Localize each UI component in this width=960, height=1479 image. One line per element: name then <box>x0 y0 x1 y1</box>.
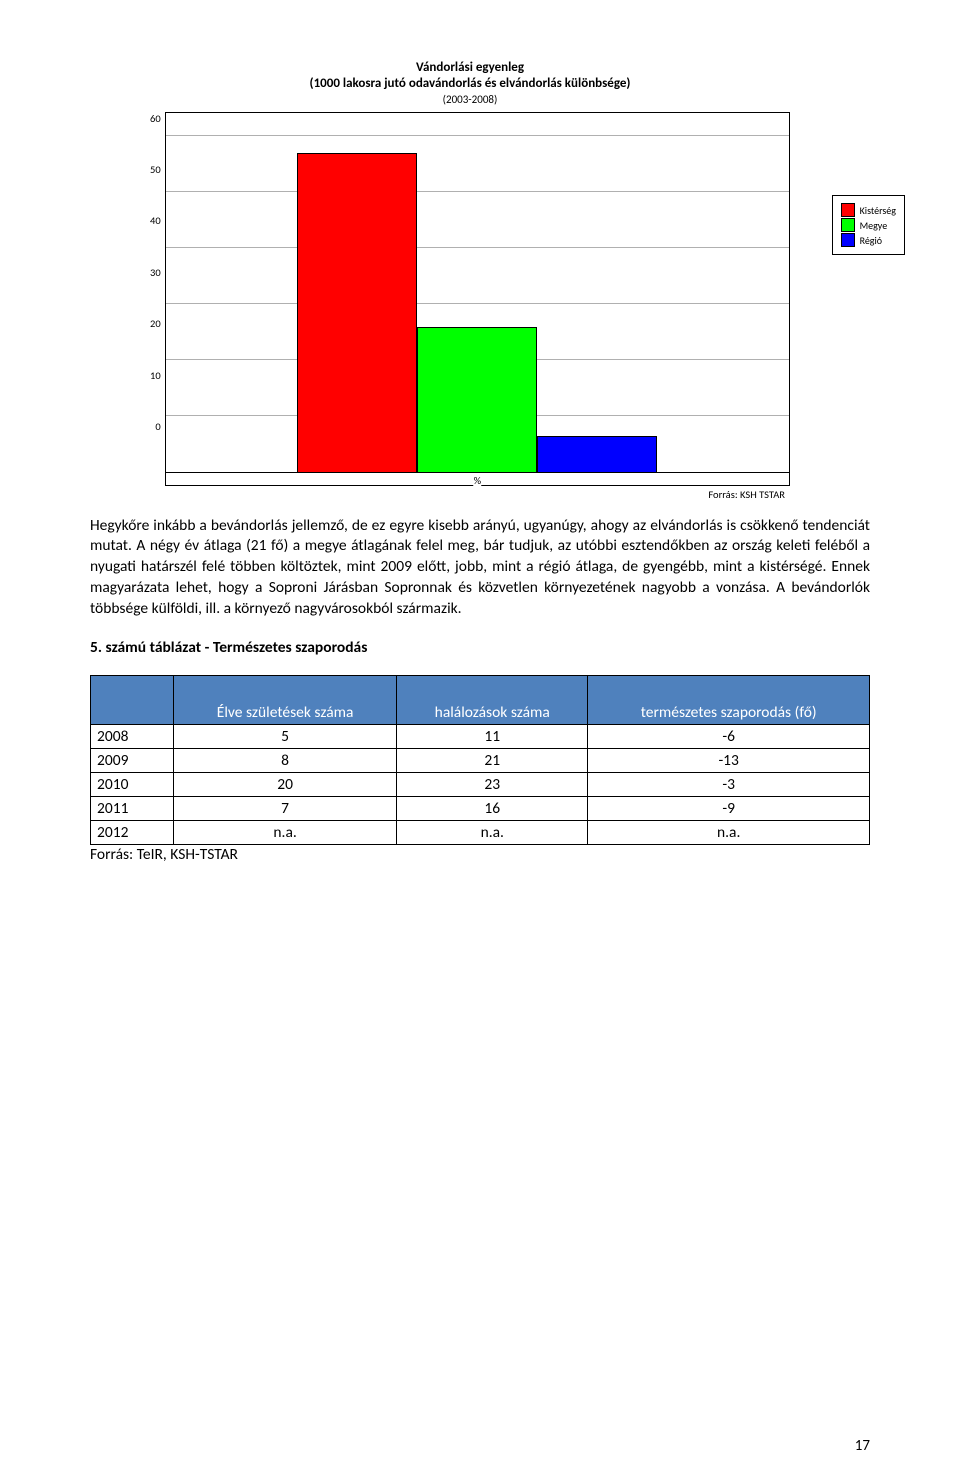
bars-group <box>166 125 789 473</box>
table-cell-value: -6 <box>588 725 870 749</box>
y-tick: 10 <box>150 369 161 382</box>
legend-item: Kistérség <box>841 203 896 217</box>
chart-area: 60 50 40 30 20 10 0 % Forrás: KSH TSTAR <box>150 112 790 486</box>
legend-label: Régió <box>860 234 883 247</box>
bar-megye <box>417 327 537 473</box>
chart-subtitle: (2003-2008) <box>150 93 790 106</box>
y-tick: 30 <box>150 266 161 279</box>
bar-régió <box>537 436 657 472</box>
table-row: 20102023-3 <box>91 773 870 797</box>
page-number: 17 <box>855 1437 870 1455</box>
table-cell-value: n.a. <box>588 821 870 845</box>
table-row: 2008511-6 <box>91 725 870 749</box>
chart-title-line2: (1000 lakosra jutó odavándorlás és elván… <box>310 76 631 91</box>
legend-item: Megye <box>841 218 896 232</box>
body-paragraph: Hegykőre inkább a bevándorlás jellemző, … <box>90 516 870 621</box>
table-cell-value: 5 <box>174 725 397 749</box>
table-caption: 5. számú táblázat - Természetes szaporod… <box>90 638 870 657</box>
y-axis: 60 50 40 30 20 10 0 <box>150 112 165 484</box>
legend-label: Kistérség <box>860 204 896 217</box>
table-header-blank <box>91 676 174 725</box>
table-cell-value: -3 <box>588 773 870 797</box>
table-cell-year: 2009 <box>91 749 174 773</box>
table-cell-value: 20 <box>174 773 397 797</box>
table-header-deaths: halálozások száma <box>397 676 588 725</box>
table-cell-value: 16 <box>397 797 588 821</box>
legend-label: Megye <box>860 219 888 232</box>
table-cell-value: -9 <box>588 797 870 821</box>
legend-item: Régió <box>841 233 896 247</box>
table-header-births: Élve születések száma <box>174 676 397 725</box>
y-tick: 0 <box>155 420 160 433</box>
table-cell-year: 2008 <box>91 725 174 749</box>
plot-area: % Forrás: KSH TSTAR <box>165 112 790 486</box>
table-cell-year: 2010 <box>91 773 174 797</box>
table-cell-value: 21 <box>397 749 588 773</box>
table-cell-value: -13 <box>588 749 870 773</box>
table-header-increase: természetes szaporodás (fő) <box>588 676 870 725</box>
natural-increase-table: Élve születések száma halálozások száma … <box>90 675 870 845</box>
chart-title: Vándorlási egyenleg (1000 lakosra jutó o… <box>150 60 790 93</box>
table-cell-value: 23 <box>397 773 588 797</box>
legend-swatch <box>841 218 855 232</box>
legend-swatch <box>841 233 855 247</box>
y-tick: 20 <box>150 317 161 330</box>
table-row: 2009821-13 <box>91 749 870 773</box>
chart-title-line1: Vándorlási egyenleg <box>416 60 524 75</box>
table-cell-value: n.a. <box>174 821 397 845</box>
table-cell-value: 8 <box>174 749 397 773</box>
legend-swatch <box>841 203 855 217</box>
chart-source: Forrás: KSH TSTAR <box>708 488 785 501</box>
x-axis-label: % <box>474 474 482 487</box>
table-cell-year: 2011 <box>91 797 174 821</box>
table-cell-year: 2012 <box>91 821 174 845</box>
y-tick: 50 <box>150 163 161 176</box>
bar-kistérség <box>297 153 417 473</box>
chart-legend: Kistérség Megye Régió <box>832 195 905 255</box>
table-row: 2011716-9 <box>91 797 870 821</box>
table-source: Forrás: TeIR, KSH-TSTAR <box>90 845 870 864</box>
table-cell-value: 7 <box>174 797 397 821</box>
migration-chart: Vándorlási egyenleg (1000 lakosra jutó o… <box>150 60 790 486</box>
table-cell-value: n.a. <box>397 821 588 845</box>
y-tick: 40 <box>150 214 161 227</box>
table-row: 2012n.a.n.a.n.a. <box>91 821 870 845</box>
y-tick: 60 <box>150 112 161 125</box>
table-cell-value: 11 <box>397 725 588 749</box>
